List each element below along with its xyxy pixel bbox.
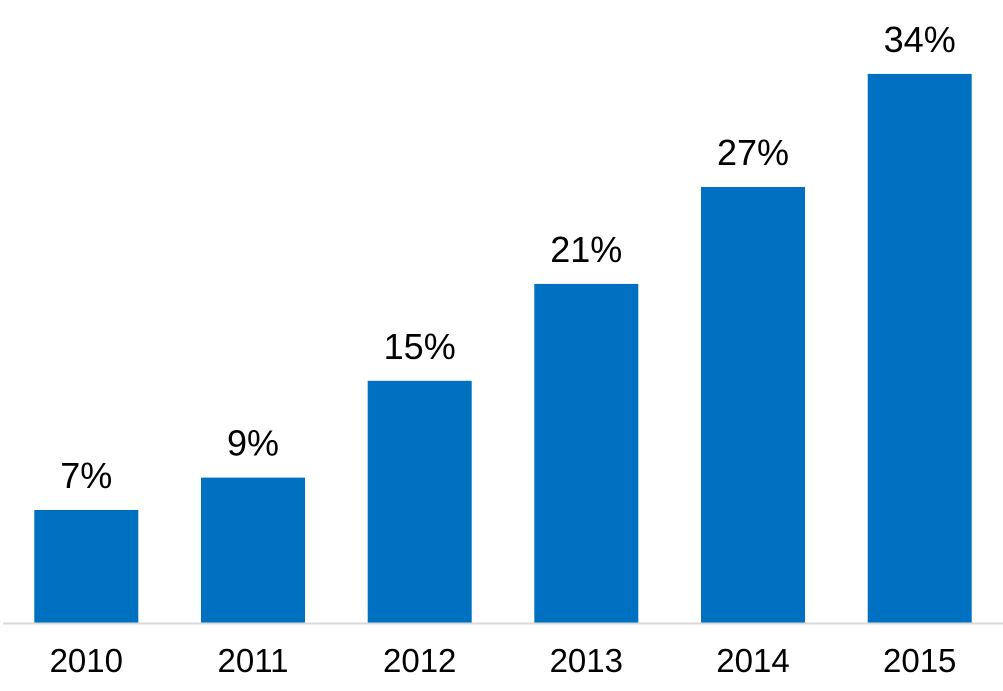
bar-2013 (534, 283, 639, 623)
bar-2015 (867, 73, 972, 623)
bar-2011 (201, 477, 305, 623)
bar-2014 (701, 187, 805, 623)
x-tick-label-2014: 2014 (716, 642, 789, 679)
bar-2010 (34, 510, 139, 623)
x-tick-label-2013: 2013 (550, 642, 623, 679)
x-tick-label-2012: 2012 (383, 642, 456, 679)
x-tick-label-2011: 2011 (218, 642, 289, 679)
data-label-2012: 15% (384, 326, 456, 367)
data-label-2010: 7% (60, 455, 112, 496)
bar-2012 (367, 380, 472, 623)
bars-group (34, 73, 972, 623)
data-labels-group: 7% 9% 15% 21% 27% 34% (60, 19, 955, 496)
data-label-2015: 34% (884, 19, 956, 60)
x-tick-labels-group: 2010 2011 2012 2013 2014 2015 (50, 642, 957, 679)
x-tick-label-2015: 2015 (883, 642, 956, 679)
x-tick-label-2010: 2010 (50, 642, 123, 679)
data-label-2014: 27% (717, 132, 789, 173)
data-label-2011: 9% (227, 423, 279, 464)
data-label-2013: 21% (550, 229, 622, 270)
